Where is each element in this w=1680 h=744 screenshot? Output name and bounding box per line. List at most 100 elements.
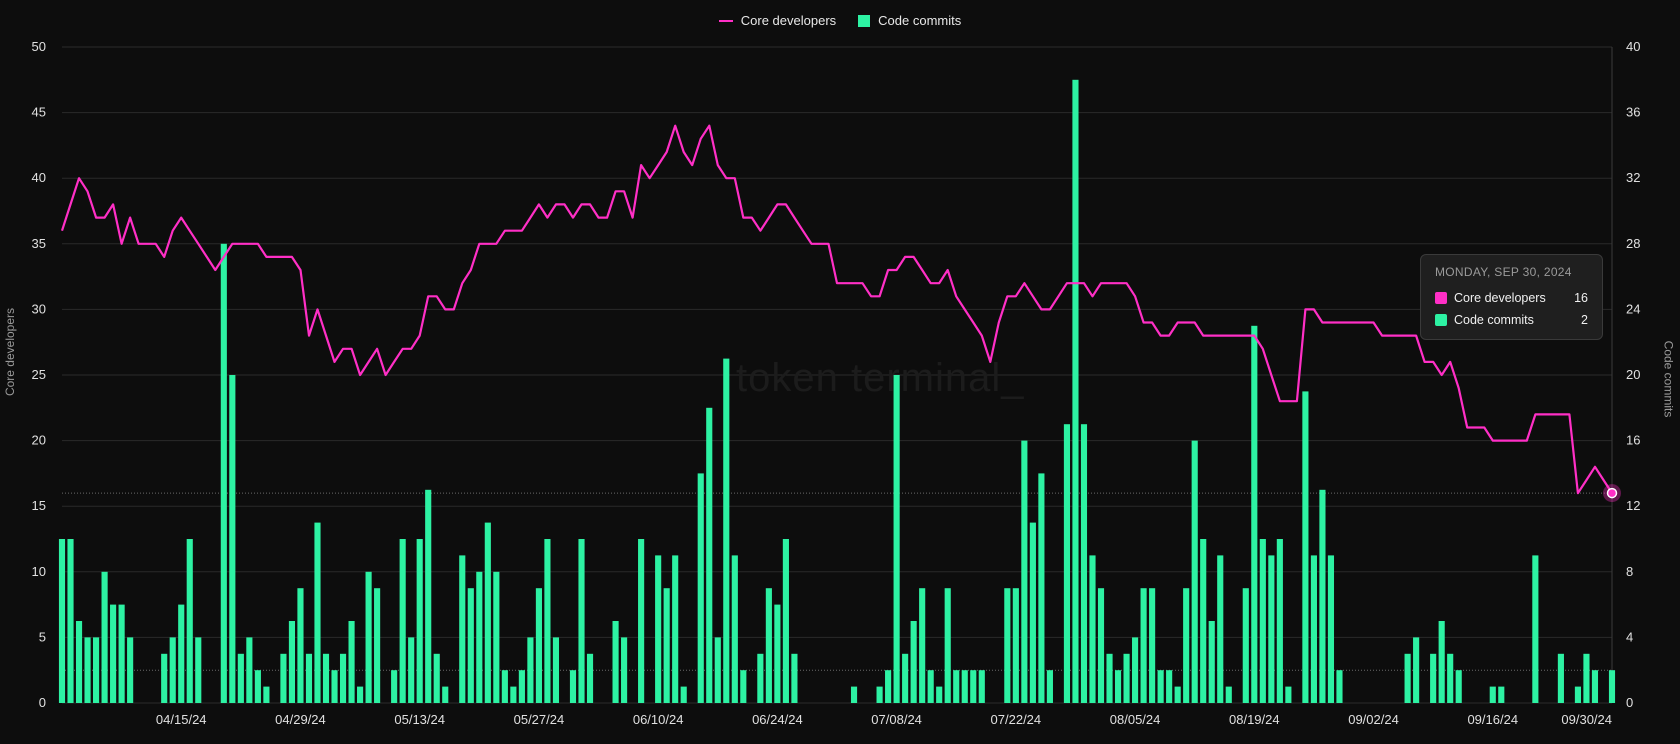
commit-bar <box>723 358 730 703</box>
commit-bar <box>178 604 185 703</box>
legend-label-core-developers: Core developers <box>740 13 837 28</box>
commit-bar <box>714 637 721 703</box>
commit-bar <box>910 621 917 703</box>
commit-bar <box>961 670 968 703</box>
commit-bar <box>467 588 474 703</box>
commit-bar <box>1591 670 1599 703</box>
x-tick-label: 04/29/24 <box>275 712 326 727</box>
commit-bar <box>876 686 883 703</box>
commit-bar <box>1063 424 1071 703</box>
commit-bar <box>263 686 270 703</box>
line-swatch-icon <box>718 19 733 22</box>
commit-bar <box>1114 670 1122 703</box>
commit-bar <box>1336 670 1343 703</box>
left-tick-label: 30 <box>32 301 46 316</box>
commit-bar <box>484 522 491 703</box>
commit-bar <box>552 637 560 703</box>
commit-bar <box>425 489 432 703</box>
commit-bar <box>757 653 764 703</box>
commit-bar <box>1489 686 1496 703</box>
commit-bar <box>1455 670 1462 703</box>
right-tick-label: 20 <box>1626 367 1640 382</box>
commit-bar <box>1319 489 1326 703</box>
commit-bar <box>110 604 117 703</box>
commit-bar <box>1251 325 1258 703</box>
tooltip-label: Core developers <box>1454 291 1546 305</box>
green-swatch-icon <box>1435 314 1447 326</box>
commit-bar <box>374 588 381 703</box>
commit-bar <box>1310 555 1317 703</box>
left-tick-label: 15 <box>32 498 46 513</box>
commit-bar <box>246 637 253 703</box>
commit-bar <box>297 588 304 703</box>
commit-bar <box>314 522 321 703</box>
commit-bar <box>1191 440 1198 703</box>
right-tick-label: 0 <box>1626 695 1633 710</box>
commit-bar <box>1080 424 1088 703</box>
commit-bar <box>885 670 892 703</box>
commit-bar <box>774 604 781 703</box>
legend: Core developers Code commits <box>0 13 1680 28</box>
commit-bar <box>1557 653 1564 703</box>
commit-bar <box>1302 391 1309 703</box>
commit-bar <box>67 539 74 703</box>
commit-bar <box>1498 686 1505 703</box>
x-tick-label: 07/08/24 <box>871 712 922 727</box>
commit-bar <box>416 539 423 703</box>
x-tick-label: 06/10/24 <box>633 712 684 727</box>
commit-bar <box>391 670 398 703</box>
commit-bar <box>493 571 500 703</box>
commit-bar <box>305 653 313 703</box>
commit-bar <box>433 653 440 703</box>
commit-bar <box>1574 686 1581 703</box>
left-tick-label: 45 <box>32 105 46 120</box>
commit-bar <box>740 670 747 703</box>
x-axis: 04/15/24 04/29/24 05/13/24 05/27/24 06/10/24… <box>156 712 1612 727</box>
commit-bar <box>518 670 525 703</box>
commit-bar <box>535 588 542 703</box>
commit-bar <box>782 539 789 703</box>
commit-bar <box>1208 621 1215 703</box>
commit-bar <box>1404 653 1411 703</box>
commit-bar <box>1123 653 1130 703</box>
commit-bar <box>220 243 227 704</box>
right-tick-label: 16 <box>1626 433 1640 448</box>
left-tick-label: 10 <box>32 564 46 579</box>
commit-bar <box>953 670 960 703</box>
left-tick-label: 35 <box>32 236 46 251</box>
right-tick-label: 28 <box>1626 236 1640 251</box>
commit-bar <box>1608 670 1616 703</box>
commit-bar <box>586 653 594 703</box>
commit-bar <box>919 588 926 703</box>
tooltip-row-code-commits: Code commits 2 <box>1435 313 1588 327</box>
commit-bar <box>84 637 91 703</box>
commit-bar <box>1140 588 1147 703</box>
commit-bar <box>1413 637 1420 703</box>
commit-bar <box>348 621 355 703</box>
commit-bar <box>706 407 713 703</box>
commit-bar <box>1285 686 1292 703</box>
commit-bar <box>1012 588 1019 703</box>
commit-bar <box>850 686 858 703</box>
commit-bar <box>1097 588 1105 703</box>
left-tick-label: 5 <box>39 629 46 644</box>
commit-bar <box>927 670 934 703</box>
commit-bar <box>399 539 406 703</box>
commit-bar <box>1430 653 1437 703</box>
commit-bar <box>1157 670 1164 703</box>
commit-bar <box>1106 653 1113 703</box>
core-developers-line <box>60 124 1613 495</box>
commit-bar <box>161 653 168 703</box>
commit-bar <box>1217 555 1224 703</box>
watermark: token terminal_ <box>736 356 1025 400</box>
x-tick-label: 05/27/24 <box>514 712 565 727</box>
tooltip-date: MONDAY, SEP 30, 2024 <box>1435 265 1572 279</box>
commit-bar <box>408 637 415 703</box>
commit-bar <box>237 653 244 703</box>
commit-bar <box>331 670 338 703</box>
legend-item-core-developers[interactable]: Core developers <box>718 13 837 28</box>
pink-swatch-icon <box>1435 292 1447 304</box>
left-tick-label: 0 <box>39 695 46 710</box>
legend-item-code-commits[interactable]: Code commits <box>858 13 961 28</box>
